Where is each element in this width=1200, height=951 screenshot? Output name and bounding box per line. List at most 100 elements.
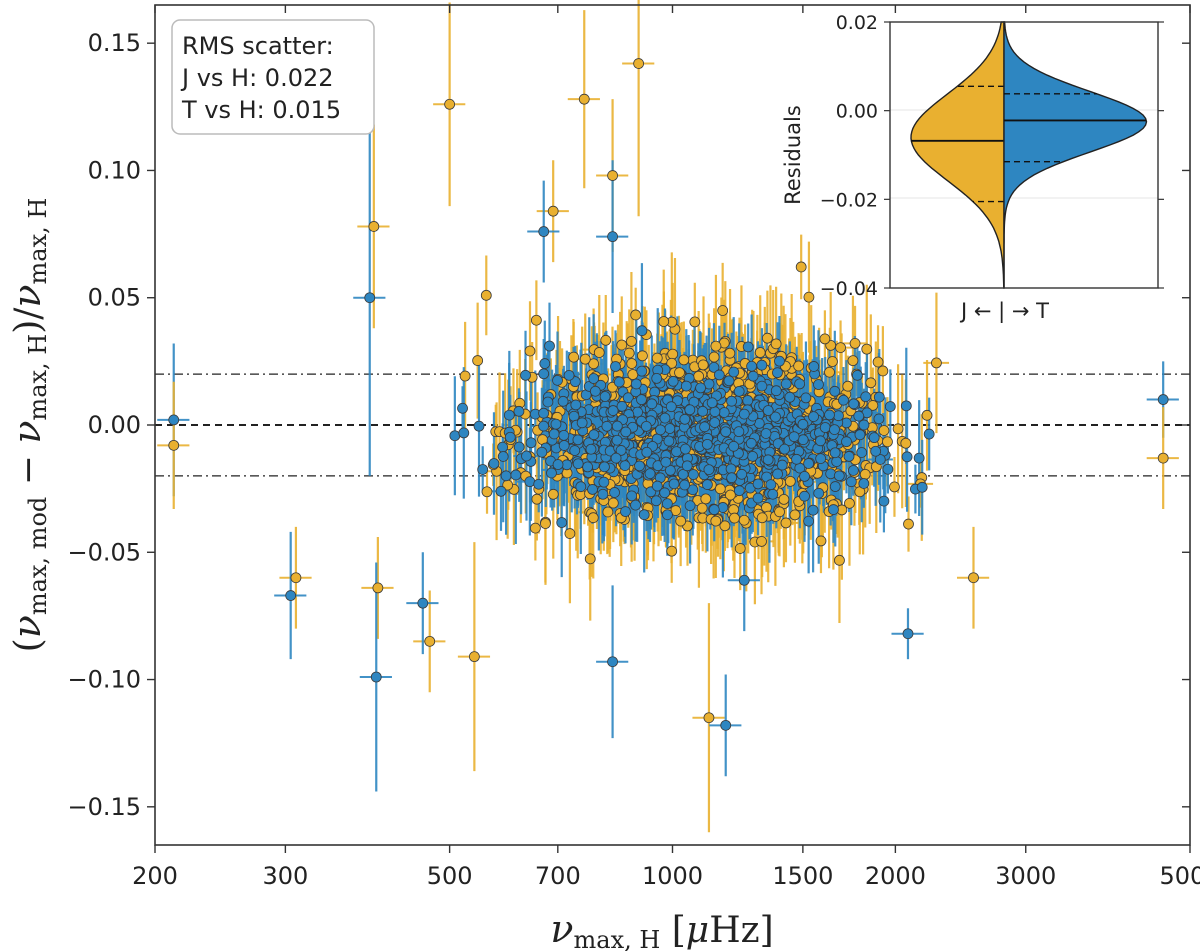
point-t: [736, 468, 748, 480]
point-t: [615, 445, 627, 456]
point-t: [733, 385, 745, 397]
outlier-point-j: [444, 98, 456, 110]
point-t: [752, 492, 764, 504]
outlier-point-j: [468, 651, 480, 663]
point-t: [767, 488, 779, 500]
outlier-point-t: [417, 597, 429, 609]
point-j: [849, 338, 861, 349]
point-t: [457, 402, 468, 414]
outlier-point-t: [738, 574, 750, 586]
point-t: [684, 404, 696, 416]
point-j: [784, 475, 796, 487]
point-t: [709, 406, 721, 418]
point-t: [525, 437, 537, 449]
point-t: [664, 464, 676, 476]
point-t: [638, 509, 650, 521]
point-t: [646, 398, 658, 410]
point-j: [900, 437, 912, 449]
point-t: [680, 443, 691, 455]
point-j: [778, 493, 790, 505]
point-t: [640, 420, 652, 432]
point-j: [717, 305, 729, 316]
outlier-point-j: [290, 572, 302, 584]
point-t: [794, 378, 806, 390]
point-t: [780, 378, 792, 390]
point-t: [699, 421, 711, 433]
point-j: [666, 545, 678, 557]
point-j: [564, 528, 576, 539]
point-t: [585, 443, 597, 455]
point-t: [620, 506, 631, 517]
point-j: [867, 400, 879, 411]
point-t: [539, 358, 551, 369]
point-t: [841, 436, 852, 448]
point-t: [745, 437, 757, 449]
inset-ticks: −0.04 −0.02 0.00 0.02: [820, 12, 1164, 300]
point-t: [703, 464, 715, 476]
point-t: [874, 454, 886, 465]
point-t: [538, 368, 550, 380]
y-tick-label: −0.05: [67, 538, 141, 566]
point-t: [808, 411, 819, 423]
point-j: [674, 367, 685, 379]
outlier-point-j: [633, 58, 645, 69]
point-t: [679, 479, 691, 491]
point-t: [616, 400, 628, 412]
point-t: [569, 445, 581, 456]
point-t: [797, 434, 809, 446]
y-axis-label: (νmax, mod − νmax, H)/νmax, H: [5, 198, 52, 653]
point-j: [593, 347, 605, 358]
point-t: [829, 447, 841, 459]
point-t: [765, 479, 777, 491]
point-t: [473, 420, 485, 432]
point-j: [889, 481, 900, 493]
point-t: [774, 355, 785, 367]
point-t: [770, 411, 781, 423]
point-j: [815, 535, 827, 547]
x-tick-label: 300: [262, 862, 308, 890]
point-t: [661, 498, 673, 510]
point-t: [504, 431, 516, 443]
point-t: [815, 435, 826, 447]
point-t: [870, 445, 882, 457]
point-j: [834, 554, 845, 566]
point-t: [860, 391, 872, 403]
inset-y-tick-label: 0.00: [836, 101, 878, 123]
y-tick-label: −0.10: [67, 666, 141, 694]
point-t: [660, 456, 672, 468]
point-t: [824, 409, 835, 421]
point-t: [619, 460, 631, 471]
point-t: [742, 341, 754, 353]
point-j: [710, 340, 722, 352]
point-t: [833, 470, 845, 482]
point-t: [599, 391, 611, 402]
point-t: [916, 481, 928, 493]
point-t: [488, 458, 500, 469]
point-j: [756, 512, 768, 524]
point-t: [829, 481, 841, 492]
point-t: [762, 454, 774, 466]
inset-x-label: J ← | → T: [959, 299, 1049, 324]
point-t: [772, 367, 783, 379]
point-t: [728, 440, 740, 452]
y-tick-label: 0.15: [88, 29, 141, 57]
point-t: [701, 438, 713, 450]
point-j: [666, 357, 678, 369]
outlier-point-t: [538, 226, 550, 237]
point-j: [770, 338, 782, 350]
point-j: [626, 335, 637, 347]
point-t: [843, 451, 855, 462]
outlier-point-j: [372, 582, 384, 594]
point-t: [664, 423, 676, 434]
point-t: [636, 325, 648, 337]
point-t: [687, 469, 699, 480]
point-t: [572, 458, 584, 470]
point-t: [913, 452, 925, 464]
point-t: [776, 459, 788, 471]
point-t: [659, 412, 671, 424]
x-tick-label: 1000: [642, 862, 703, 890]
outlier-point-j: [607, 170, 618, 181]
point-j: [756, 536, 767, 547]
point-j: [607, 497, 619, 509]
